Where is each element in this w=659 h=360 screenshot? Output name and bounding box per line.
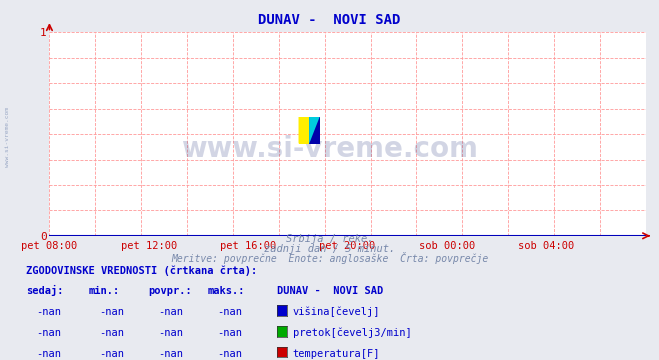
Text: -nan: -nan [158, 307, 183, 317]
Text: -nan: -nan [158, 349, 183, 359]
Text: DUNAV -  NOVI SAD: DUNAV - NOVI SAD [258, 13, 401, 27]
Text: -nan: -nan [99, 328, 124, 338]
Text: Meritve: povprečne  Enote: anglosaške  Črta: povprečje: Meritve: povprečne Enote: anglosaške Črt… [171, 252, 488, 264]
Text: zadnji dan / 5 minut.: zadnji dan / 5 minut. [264, 244, 395, 254]
Text: -nan: -nan [217, 349, 243, 359]
Text: ZGODOVINSKE VREDNOSTI (črtkana črta):: ZGODOVINSKE VREDNOSTI (črtkana črta): [26, 266, 258, 276]
Text: povpr.:: povpr.: [148, 286, 192, 296]
Text: sedaj:: sedaj: [26, 285, 64, 296]
Text: višina[čevelj]: višina[čevelj] [293, 306, 380, 317]
Text: -nan: -nan [36, 349, 61, 359]
Text: Srbija / reke.: Srbija / reke. [286, 234, 373, 244]
Text: min.:: min.: [89, 286, 120, 296]
Text: temperatura[F]: temperatura[F] [293, 349, 380, 359]
Text: -nan: -nan [99, 349, 124, 359]
Text: -nan: -nan [217, 307, 243, 317]
Text: www.si-vreme.com: www.si-vreme.com [5, 107, 11, 167]
Text: www.si-vreme.com: www.si-vreme.com [181, 135, 478, 163]
Text: -nan: -nan [36, 307, 61, 317]
Text: pretok[čevelj3/min]: pretok[čevelj3/min] [293, 327, 411, 338]
Text: -nan: -nan [99, 307, 124, 317]
Text: maks.:: maks.: [208, 286, 245, 296]
Text: -nan: -nan [36, 328, 61, 338]
Text: DUNAV -  NOVI SAD: DUNAV - NOVI SAD [277, 286, 383, 296]
Text: -nan: -nan [217, 328, 243, 338]
Text: -nan: -nan [158, 328, 183, 338]
